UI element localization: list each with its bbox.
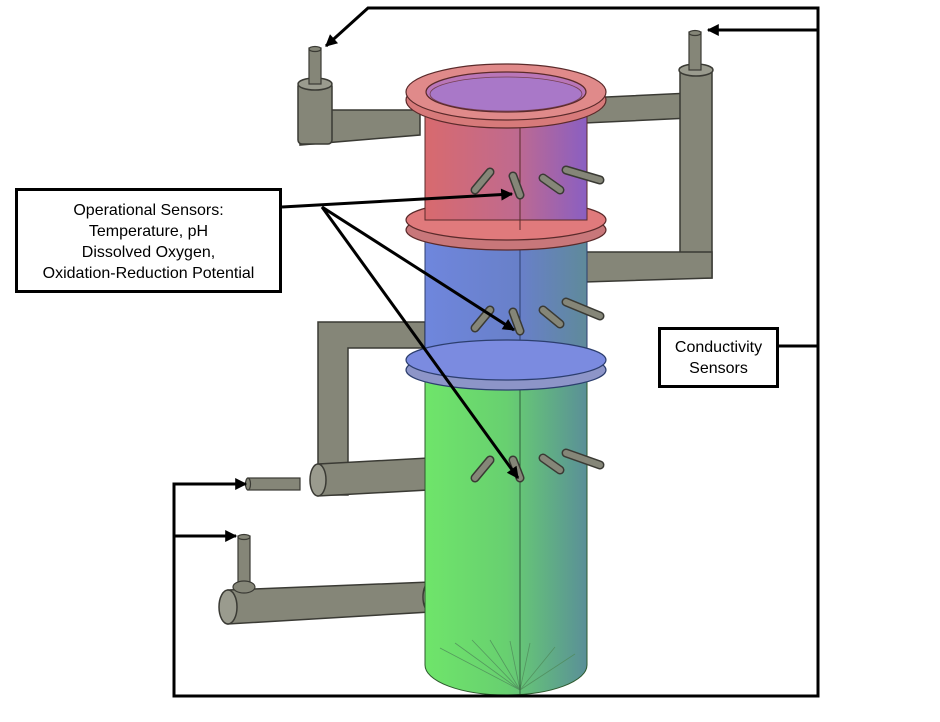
conductivity-sensors-label: Conductivity Sensors	[658, 327, 779, 388]
reactor-column	[405, 63, 607, 696]
bottom-left-pipe	[218, 581, 438, 625]
operational-line-2: Temperature, pH	[88, 223, 209, 240]
conductivity-sensors	[232, 29, 702, 594]
top-left-pipe	[297, 77, 421, 146]
conductivity-line-1: Conductivity	[674, 339, 763, 356]
pipes	[218, 63, 714, 625]
conductivity-sensor-middle-left	[244, 477, 301, 491]
operational-sensors-label: Operational Sensors: Temperature, pH Dis…	[15, 188, 282, 293]
middle-left-pipe	[309, 321, 429, 497]
conductivity-sensor-bottom-left	[232, 533, 256, 594]
conductivity-wiring	[172, 6, 820, 698]
operational-line-1: Operational Sensors:	[73, 202, 224, 219]
operational-line-4: Oxidation-Reduction Potential	[42, 265, 255, 282]
bottom-section	[424, 379, 588, 696]
conductivity-line-2: Sensors	[689, 360, 748, 377]
operational-line-3: Dissolved Oxygen,	[81, 244, 216, 261]
conductivity-sensor-top-right	[688, 29, 702, 71]
probe-highlights	[472, 167, 603, 481]
conductivity-sensor-top-left	[308, 45, 322, 85]
operational-leaders	[281, 188, 520, 479]
top-section	[405, 63, 607, 251]
middle-section	[405, 237, 607, 391]
